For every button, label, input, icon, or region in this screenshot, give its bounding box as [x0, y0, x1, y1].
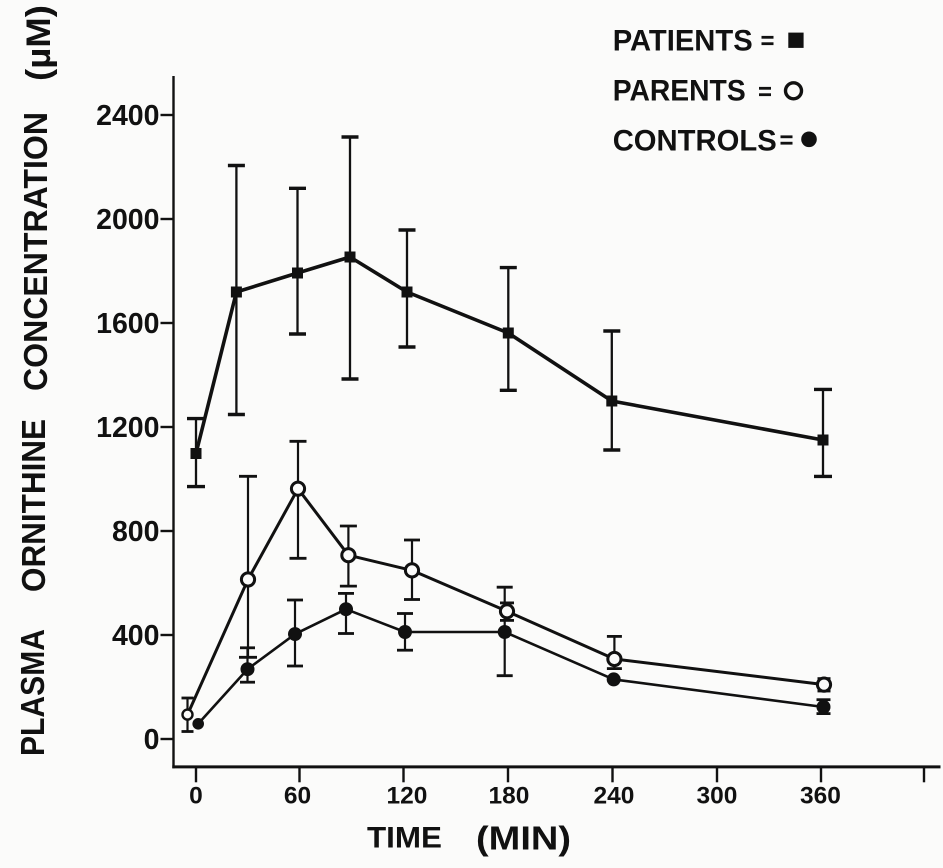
svg-text:1600: 1600 — [96, 308, 159, 340]
svg-text:CONTROLS: CONTROLS — [613, 125, 777, 158]
svg-text:PLASMA: PLASMA — [14, 629, 51, 756]
svg-text:2000: 2000 — [96, 204, 159, 236]
svg-text:2400: 2400 — [96, 100, 159, 132]
svg-text:240: 240 — [594, 783, 635, 810]
svg-text:0: 0 — [189, 783, 203, 810]
svg-text:0: 0 — [144, 724, 160, 756]
svg-text:ORNITHINE: ORNITHINE — [15, 419, 52, 592]
svg-text:360: 360 — [800, 783, 841, 810]
svg-text:TIME: TIME — [367, 822, 442, 855]
svg-text:CONCENTRATION: CONCENTRATION — [17, 112, 54, 391]
svg-text:PARENTS: PARENTS — [613, 75, 746, 108]
svg-text:60: 60 — [284, 783, 311, 810]
svg-text:120: 120 — [387, 783, 428, 810]
svg-text:(µM): (µM) — [20, 5, 58, 81]
svg-text:800: 800 — [112, 516, 160, 548]
svg-text:400: 400 — [112, 620, 160, 652]
svg-text:180: 180 — [489, 783, 530, 810]
svg-text:PATIENTS: PATIENTS — [613, 25, 753, 58]
svg-text:300: 300 — [697, 783, 738, 810]
svg-text:(MIN): (MIN) — [476, 820, 571, 857]
svg-text:1200: 1200 — [96, 412, 159, 444]
